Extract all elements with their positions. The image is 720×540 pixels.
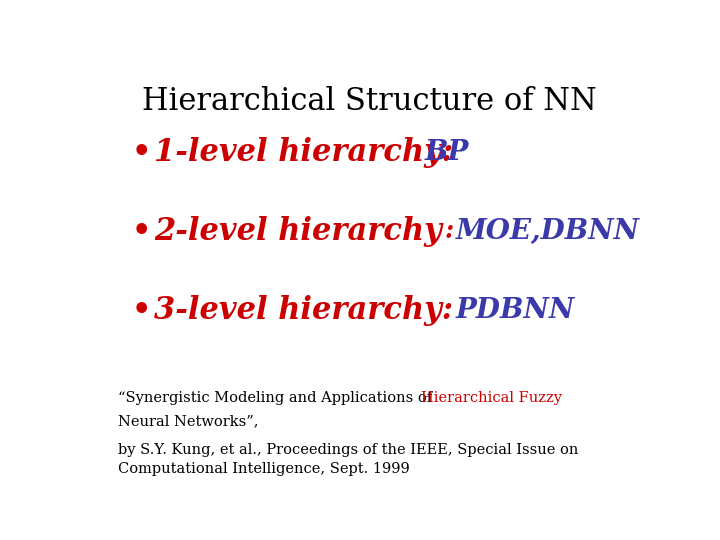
- Text: “Synergistic Modeling and Applications of: “Synergistic Modeling and Applications o…: [118, 391, 436, 405]
- Text: Hierarchical Fuzzy: Hierarchical Fuzzy: [421, 391, 562, 405]
- Text: BP: BP: [425, 139, 469, 166]
- Text: Neural Networks”,: Neural Networks”,: [118, 414, 258, 428]
- Text: •: •: [132, 295, 151, 326]
- Text: •: •: [132, 215, 151, 247]
- Text: •: •: [132, 137, 151, 167]
- Text: 2-level hierarchy: 2-level hierarchy: [154, 215, 442, 247]
- Text: PDBNN: PDBNN: [456, 296, 575, 323]
- Text: 1-level hierarchy:: 1-level hierarchy:: [154, 137, 454, 167]
- Text: by S.Y. Kung, et al., Proceedings of the IEEE, Special Issue on
Computational In: by S.Y. Kung, et al., Proceedings of the…: [118, 443, 578, 476]
- Text: Hierarchical Structure of NN: Hierarchical Structure of NN: [142, 85, 596, 117]
- Text: MOE,DBNN: MOE,DBNN: [456, 218, 639, 245]
- Text: 3-level hierarchy:: 3-level hierarchy:: [154, 295, 454, 326]
- Text: :: :: [444, 219, 454, 243]
